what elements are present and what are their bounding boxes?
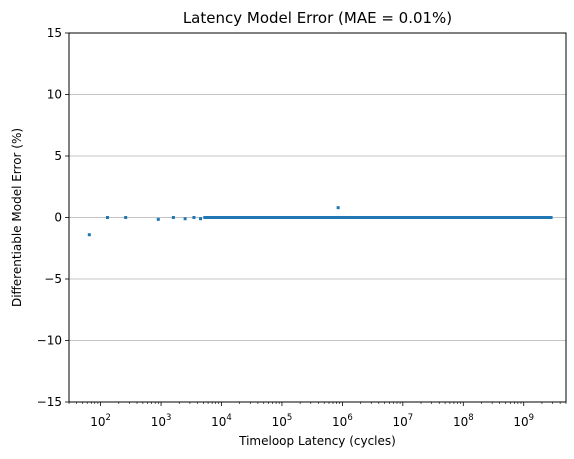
data-point	[124, 216, 128, 219]
data-point	[192, 216, 196, 219]
x-tick-label: 106	[332, 413, 353, 429]
y-tick-label: −10	[37, 334, 62, 348]
chart-title: Latency Model Error (MAE = 0.01%)	[183, 9, 452, 27]
y-tick-label: −5	[44, 272, 62, 286]
x-tick-label: 103	[151, 413, 172, 429]
y-tick-label: −15	[37, 395, 62, 409]
y-axis-label: Differentiable Model Error (%)	[10, 128, 24, 307]
data-point	[336, 206, 340, 210]
data-point	[199, 217, 203, 221]
y-tick-label: 15	[47, 26, 62, 40]
x-tick-label: 104	[211, 413, 232, 429]
y-tick-label: 0	[54, 211, 62, 225]
x-tick-label: 109	[513, 413, 534, 429]
x-axis-label: Timeloop Latency (cycles)	[238, 434, 396, 448]
y-tick-label: 5	[54, 149, 62, 163]
x-tick-label: 107	[392, 413, 413, 429]
y-axis-ticks: 15 10 5 0 −5 −10 −15	[37, 26, 69, 409]
x-axis-ticks: 102 103 104 105 106 107 108 109	[68, 402, 567, 429]
y-tick-label: 10	[47, 88, 62, 102]
dense-point-band	[203, 216, 553, 219]
x-tick-label: 105	[272, 413, 293, 429]
data-points	[87, 206, 553, 237]
data-point	[156, 217, 160, 221]
data-point	[87, 233, 91, 237]
data-point	[183, 217, 187, 221]
data-point	[171, 216, 175, 219]
data-point	[105, 216, 109, 219]
x-tick-label: 108	[453, 413, 474, 429]
x-tick-label: 102	[90, 413, 111, 429]
